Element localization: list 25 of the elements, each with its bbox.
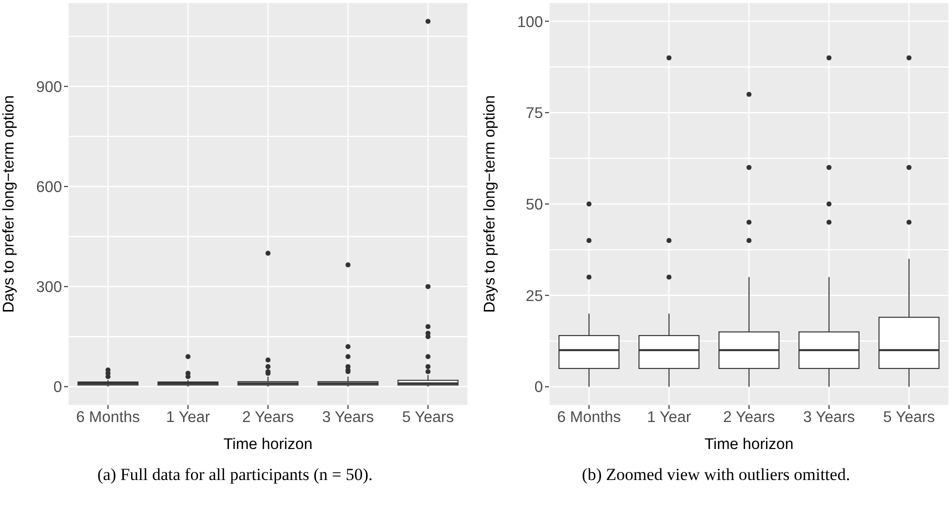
y-tick-label: 0 [53, 379, 62, 396]
x-tick-label: 1 Year [166, 409, 210, 426]
text: (a) Full data for all participants (n = 50). [97, 465, 373, 485]
x-tick-label: 1 Year [647, 409, 691, 426]
y-tick-label: 25 [526, 288, 543, 305]
x-tick-label: 3 Years [322, 409, 374, 426]
y-tick-label: 600 [36, 178, 62, 196]
x-tick-label: 2 Years [723, 409, 776, 426]
x-axis-title: Time horizon [704, 436, 794, 453]
y-tick-label: 75 [526, 105, 543, 122]
x-tick-label: 6 Months [76, 409, 140, 426]
x-tick-label: 2 Years [242, 409, 294, 426]
x-tick-label: 5 Years [883, 409, 936, 426]
y-axis-title: Days to prefer long−term option [0, 95, 18, 313]
x-tick-label: 6 Months [557, 409, 622, 426]
x-axis-title: Time horizon [223, 436, 313, 453]
y-tick-label: 50 [526, 196, 544, 214]
y-tick-label: 0 [534, 379, 544, 396]
x-tick-label: 3 Years [803, 409, 856, 426]
text: (b) Zoomed view with outliers omitted. [582, 465, 850, 485]
x-tick-label: 5 Years [402, 409, 454, 426]
y-tick-label: 900 [36, 78, 62, 96]
y-axis-title: Days to prefer long−term option [482, 95, 499, 313]
y-tick-label: 300 [36, 279, 62, 296]
y-tick-label: 100 [517, 14, 544, 31]
